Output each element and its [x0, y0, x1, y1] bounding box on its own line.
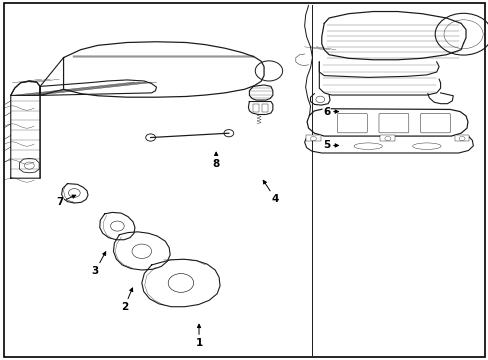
Text: 7: 7: [56, 195, 76, 207]
FancyBboxPatch shape: [378, 113, 408, 133]
Text: 2: 2: [121, 288, 132, 312]
FancyBboxPatch shape: [420, 113, 449, 133]
Ellipse shape: [412, 143, 440, 149]
Text: 5: 5: [323, 140, 338, 150]
Text: 1: 1: [195, 324, 202, 348]
Bar: [454, 135, 468, 141]
Bar: [253, 104, 259, 112]
Bar: [262, 104, 267, 112]
Ellipse shape: [353, 143, 382, 149]
Text: 8: 8: [212, 152, 219, 169]
Bar: [380, 135, 394, 141]
Text: 4: 4: [263, 180, 279, 204]
Text: 3: 3: [92, 252, 105, 276]
FancyBboxPatch shape: [337, 113, 366, 133]
Bar: [305, 135, 320, 141]
Text: 6: 6: [323, 107, 338, 117]
